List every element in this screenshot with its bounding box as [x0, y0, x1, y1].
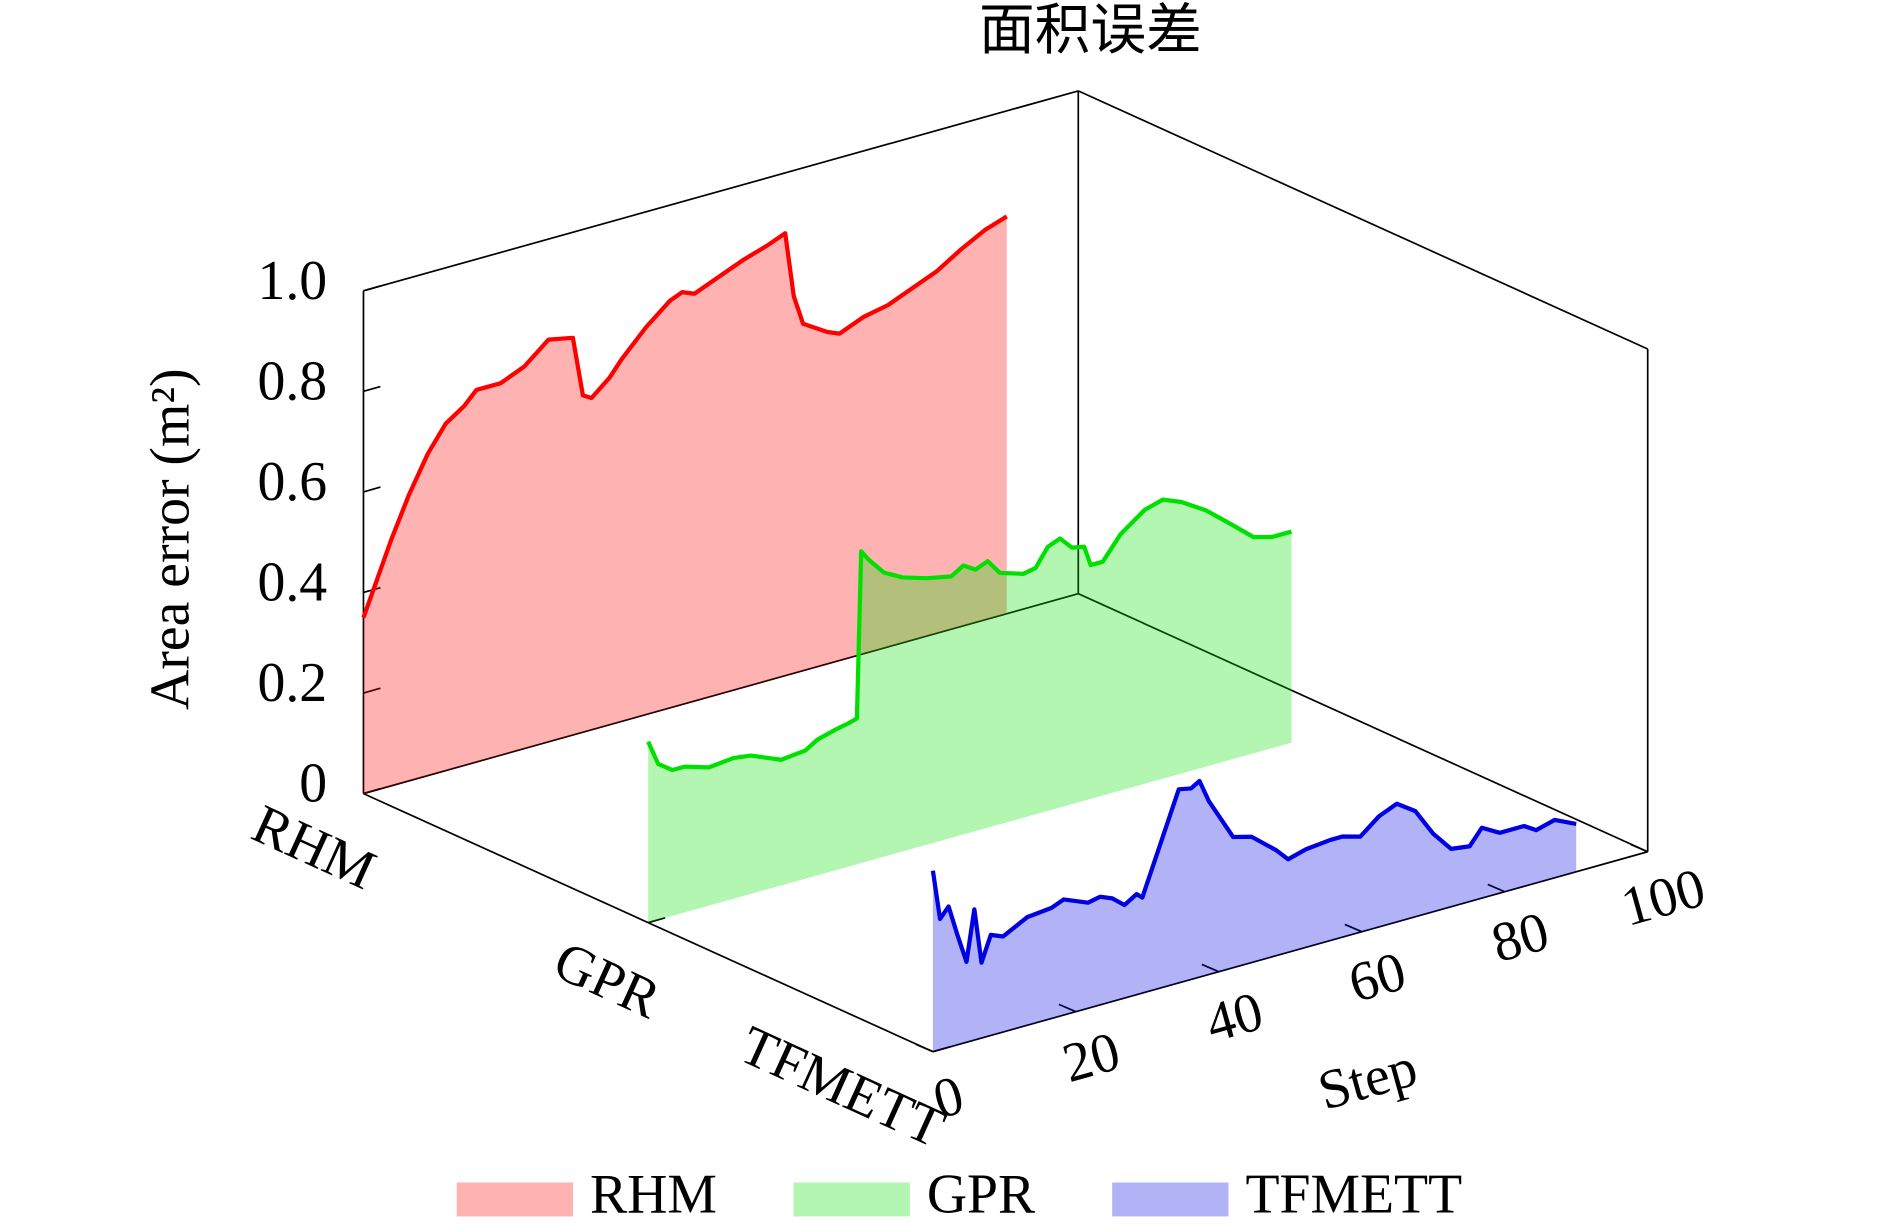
- y-tick-label: 0.2: [257, 652, 327, 714]
- box-edge: [363, 90, 1079, 292]
- x-tick-label: 80: [1485, 900, 1555, 975]
- y-tick-label: 0.8: [257, 350, 327, 412]
- series-line: [361, 214, 1008, 619]
- legend-label: GPR: [927, 1163, 1036, 1225]
- chart-title: 面积误差: [979, 0, 1202, 62]
- y-axis-label: Area error (m²): [139, 368, 201, 710]
- series-area: [363, 216, 1007, 794]
- depth-label: GPR: [545, 930, 670, 1032]
- y-tick: [363, 285, 381, 292]
- y-tick: [363, 385, 381, 393]
- x-tick: [1058, 1003, 1077, 1013]
- box-edge: [1077, 592, 1649, 853]
- series-line: [930, 778, 1577, 965]
- x-tick: [1201, 963, 1220, 973]
- legend-swatch: [1112, 1182, 1229, 1217]
- legend-label: RHM: [590, 1163, 717, 1225]
- legend-swatch: [456, 1182, 574, 1217]
- x-tick-label: 60: [1342, 940, 1412, 1015]
- box-edge: [932, 850, 1648, 1053]
- series-area: [932, 781, 1577, 1052]
- x-tick: [1344, 923, 1363, 933]
- depth-tick: [932, 1045, 951, 1053]
- y-tick-label: 1.0: [257, 250, 327, 312]
- y-tick-label: 0: [299, 753, 327, 815]
- y-tick-label: 0.6: [257, 451, 327, 513]
- x-tick-label: 100: [1615, 857, 1712, 939]
- x-tick: [1630, 843, 1649, 853]
- depth-label: TFMETT: [731, 1014, 954, 1160]
- box-edge: [1077, 90, 1649, 350]
- x-tick: [915, 1043, 934, 1053]
- legend-label: TFMETT: [1245, 1163, 1462, 1225]
- series-area: [648, 499, 1292, 923]
- x-tick: [1487, 883, 1506, 893]
- y-tick-label: 0.4: [257, 551, 327, 613]
- y-tick: [363, 486, 381, 493]
- box-edge: [363, 592, 1079, 795]
- x-tick-label: 40: [1199, 980, 1269, 1055]
- x-axis-label: Step: [1312, 1036, 1424, 1122]
- legend-swatch: [793, 1182, 910, 1217]
- depth-tick: [647, 916, 666, 924]
- y-tick: [363, 687, 381, 694]
- depth-tick: [363, 787, 381, 795]
- x-tick-label: 20: [1056, 1020, 1126, 1095]
- series-line: [646, 497, 1293, 773]
